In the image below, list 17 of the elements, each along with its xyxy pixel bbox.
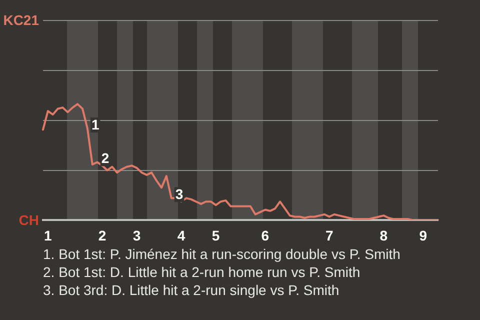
text: 2. Bot 1st: D. Little hit a 2-run home run vs P. Smith <box>43 263 362 281</box>
x-tick-label: 8 <box>380 227 388 244</box>
annotation: 3 <box>175 186 184 202</box>
text: 1. Bot 1st: P. Jiménez hit a run-scoring double vs P. Smith <box>43 245 402 263</box>
x-tick-label: 4 <box>177 227 186 244</box>
text: 3. Bot 3rd: D. Little hit a 2-run single vs P. Smith <box>43 281 340 299</box>
x-tick-label: 3 <box>132 227 141 244</box>
annotation: 1 <box>91 116 100 132</box>
x-tick-label: 6 <box>261 227 270 244</box>
x-tick-label: 5 <box>212 227 220 244</box>
x-tick-label: 9 <box>419 227 428 244</box>
text: KC21 <box>3 11 39 29</box>
x-tick-label: 1 <box>44 227 52 244</box>
x-tick-label: 7 <box>325 227 334 244</box>
x-tick-label: 2 <box>98 227 106 244</box>
annotation: 2 <box>101 150 110 166</box>
text: CH <box>18 211 39 230</box>
